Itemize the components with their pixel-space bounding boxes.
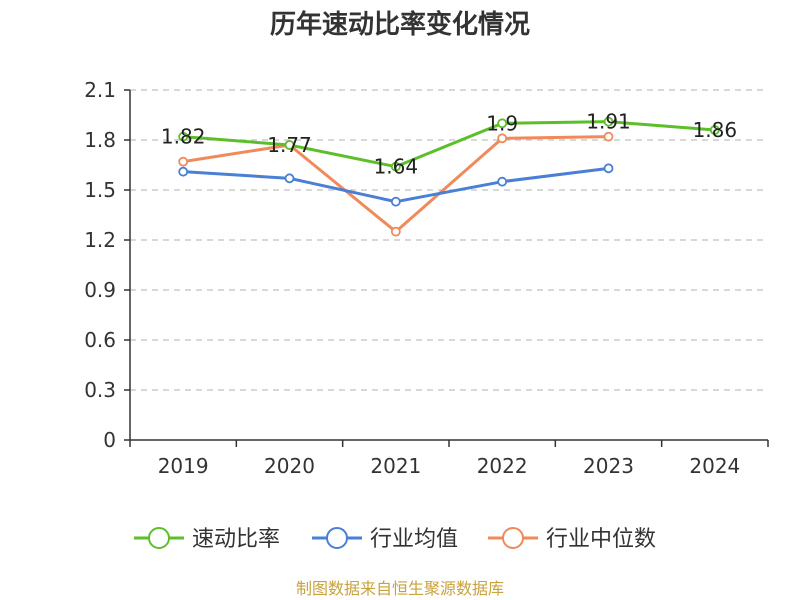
- data-point: [603, 163, 614, 174]
- legend-item: 行业均值: [312, 527, 458, 552]
- data-point: [178, 166, 189, 177]
- x-tick-label: 2023: [583, 454, 634, 478]
- legend-item: 行业中位数: [488, 527, 656, 552]
- x-tick-label: 2020: [264, 454, 315, 478]
- y-tick-label: 1.2: [84, 228, 116, 252]
- data-labels: 1.82 1.77 1.64 1.9 1.91 1.86: [161, 110, 737, 179]
- series-line: [183, 120, 715, 169]
- source-note: 制图数据来自恒生聚源数据库: [296, 579, 504, 598]
- series-line: [182, 135, 609, 234]
- data-label: 1.9: [486, 111, 518, 135]
- y-tick-label: 2.1: [84, 78, 116, 102]
- x-tick-label: 2024: [689, 454, 740, 478]
- data-point: [284, 173, 295, 184]
- legend-label: 行业均值: [370, 527, 458, 552]
- data-point: [390, 226, 401, 237]
- data-point: [603, 131, 614, 142]
- data-point: [603, 116, 614, 127]
- data-point: [497, 133, 508, 144]
- legend-label: 行业中位数: [546, 527, 656, 552]
- legend: 速动比率 行业均值 行业中位数: [134, 527, 656, 552]
- y-tick-label: 1.8: [84, 128, 116, 152]
- x-tick-label: 2019: [158, 454, 209, 478]
- axes: 0 0.3 0.6 0.9 1.2 1.5 1.8 2.1 2019 2020 2021 2022 20…: [84, 78, 769, 478]
- legend-item: 速动比率: [134, 527, 280, 552]
- y-tick-label: 0.9: [84, 278, 116, 302]
- data-point: [709, 125, 720, 135]
- data-point: [178, 131, 189, 142]
- legend-marker: [326, 527, 348, 549]
- data-label: 1.82: [161, 125, 206, 149]
- legend-marker: [502, 527, 524, 549]
- y-tick-label: 0.3: [84, 378, 116, 402]
- y-tick-label: 1.5: [84, 178, 116, 202]
- data-point: [390, 161, 401, 172]
- data-point: [390, 196, 401, 207]
- data-label: 1.91: [586, 110, 631, 134]
- legend-marker: [148, 527, 170, 549]
- data-point: [497, 118, 508, 129]
- x-tick-label: 2021: [370, 454, 421, 478]
- data-label: 1.77: [267, 133, 312, 157]
- series: [178, 116, 720, 237]
- data-label: 1.86: [693, 118, 738, 142]
- data-point: [284, 140, 295, 150]
- y-tick-label: 0.6: [84, 328, 116, 352]
- y-tick-label: 0: [103, 428, 116, 452]
- data-point: [178, 156, 189, 167]
- legend-label: 速动比率: [192, 527, 280, 552]
- data-label: 1.64: [374, 155, 419, 179]
- x-tick-label: 2022: [477, 454, 528, 478]
- chart-title: 历年速动比率变化情况: [270, 9, 530, 40]
- data-point: [497, 176, 508, 187]
- grid: [130, 89, 768, 391]
